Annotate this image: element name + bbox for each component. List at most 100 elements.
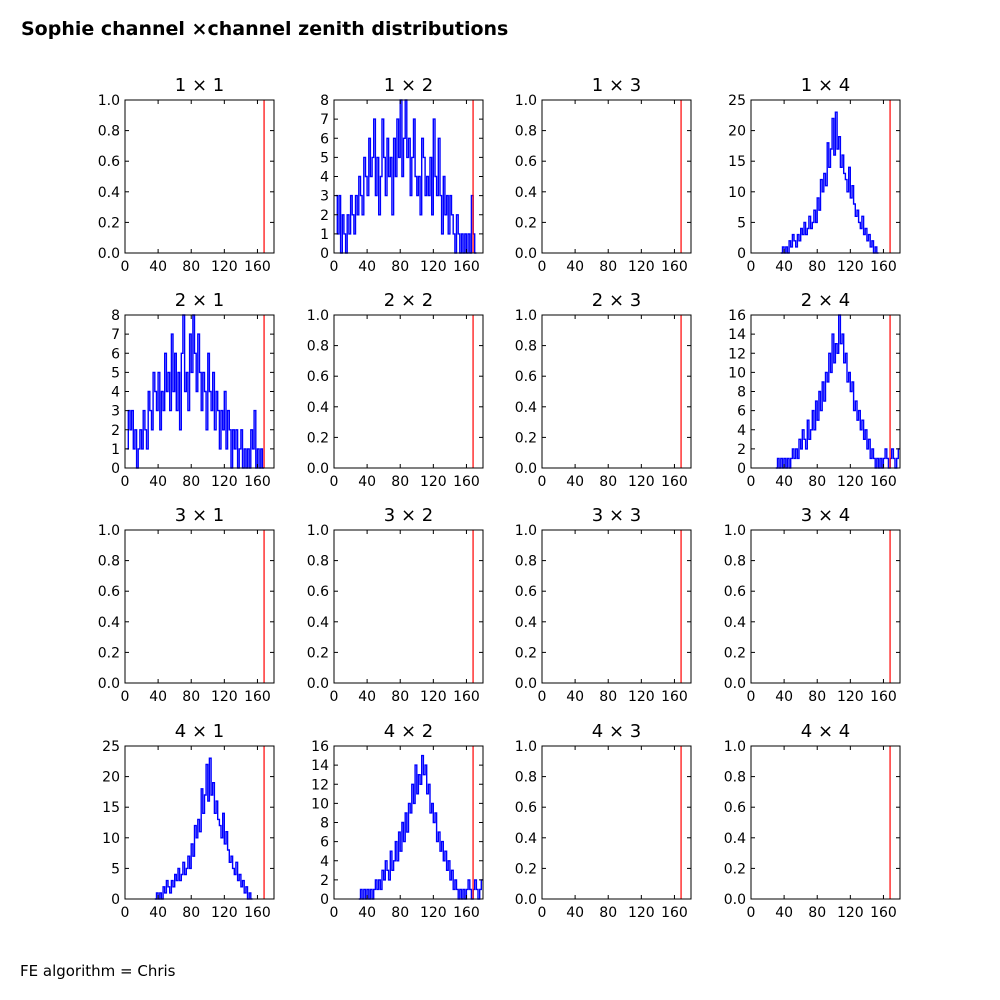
y-tick-label: 3 [320,189,329,205]
x-tick-label: 40 [149,689,167,705]
y-tick-label: 0 [111,461,120,477]
subplot-title: 3 × 2 [384,505,433,526]
subplot-title: 4 × 2 [384,721,433,742]
x-tick-label: 120 [837,259,864,275]
x-tick-label: 0 [121,259,130,275]
axes-frame [333,314,484,469]
subplot-3-2: 3 × 2 0 40 80 120 160 0.0 0.2 0.4 0.6 0.8 1.0 [307,505,484,705]
axes-frame [541,99,692,254]
histogram-series [775,314,900,469]
y-tick-label: 0.2 [515,861,537,877]
y-tick-label: 0.8 [515,554,537,570]
y-tick-label: 2 [320,208,329,224]
x-tick-label: 0 [538,905,547,921]
y-tick-label: 7 [320,112,329,128]
y-tick-label: 8 [111,308,120,324]
y-tick-label: 5 [737,215,746,231]
y-tick-label: 20 [102,770,120,786]
x-tick-label: 40 [149,905,167,921]
subplot-title: 2 × 2 [384,290,433,311]
subplot-title: 3 × 3 [592,505,641,526]
x-tick-label: 80 [391,905,409,921]
y-tick-label: 0.8 [515,339,537,355]
subplot-title: 2 × 1 [175,290,224,311]
x-tick-label: 40 [566,259,584,275]
y-tick-label: 0.4 [98,185,120,201]
y-tick-label: 1 [320,227,329,243]
y-tick-label: 7 [111,327,120,343]
x-tick-label: 40 [358,905,376,921]
y-tick-label: 1.0 [98,523,120,539]
y-tick-label: 14 [728,327,746,343]
y-tick-label: 12 [311,777,329,793]
y-tick-label: 0.6 [724,800,746,816]
y-tick-label: 20 [728,124,746,140]
x-tick-label: 80 [808,905,826,921]
y-tick-label: 2 [737,442,746,458]
axes-frame [124,529,275,684]
x-tick-label: 120 [837,689,864,705]
y-tick-label: 15 [728,154,746,170]
x-tick-label: 80 [391,259,409,275]
x-tick-label: 40 [358,474,376,490]
y-tick-label: 1.0 [515,739,537,755]
y-tick-label: 0.0 [515,892,537,908]
y-tick-label: 8 [320,93,329,109]
algorithm-note: FE algorithm = Chris [20,962,176,980]
axes-frame [750,99,901,254]
y-tick-label: 5 [111,365,120,381]
x-tick-label: 120 [420,474,447,490]
x-tick-label: 120 [420,259,447,275]
y-tick-label: 6 [320,131,329,147]
y-tick-label: 0.0 [307,461,329,477]
y-tick-label: 6 [737,404,746,420]
y-tick-label: 1.0 [724,523,746,539]
subplot-3-1: 3 × 1 0 40 80 120 160 0.0 0.2 0.4 0.6 0.8 1.0 [98,505,275,705]
y-tick-label: 0.4 [515,185,537,201]
y-tick-label: 0.6 [724,584,746,600]
subplot-title: 3 × 4 [801,505,850,526]
x-tick-label: 80 [808,259,826,275]
y-tick-label: 0.0 [515,676,537,692]
x-tick-label: 120 [420,905,447,921]
x-tick-label: 160 [870,905,897,921]
x-tick-label: 0 [330,474,339,490]
y-tick-label: 0.4 [515,400,537,416]
x-tick-label: 160 [453,689,480,705]
y-tick-label: 0.4 [724,615,746,631]
subplot-4-3: 4 × 3 0 40 80 120 160 0.0 0.2 0.4 0.6 0.8 1.0 [515,721,692,921]
y-tick-label: 0.2 [515,215,537,231]
y-tick-label: 0.8 [307,554,329,570]
x-tick-label: 0 [330,259,339,275]
subplot-title: 4 × 1 [175,721,224,742]
x-tick-label: 160 [244,689,271,705]
y-tick-label: 0.8 [724,770,746,786]
x-tick-label: 0 [330,905,339,921]
x-tick-label: 120 [628,474,655,490]
x-tick-label: 80 [599,905,617,921]
y-tick-label: 0.6 [515,800,537,816]
y-tick-label: 10 [728,185,746,201]
x-tick-label: 0 [747,689,756,705]
axes-frame [750,745,901,900]
subplot-title: 3 × 1 [175,505,224,526]
x-tick-label: 160 [244,474,271,490]
y-tick-label: 0.6 [98,584,120,600]
y-tick-label: 0.8 [307,339,329,355]
subplot-2-3: 2 × 3 0 40 80 120 160 0.0 0.2 0.4 0.6 0.8 1.0 [515,290,692,490]
x-tick-label: 40 [775,689,793,705]
x-tick-label: 160 [453,259,480,275]
figure-title: Sophie channel ×channel zenith distribut… [21,18,509,40]
y-tick-label: 0 [737,461,746,477]
y-tick-label: 1.0 [307,308,329,324]
x-tick-label: 80 [182,474,200,490]
x-tick-label: 120 [211,259,238,275]
x-tick-label: 0 [538,689,547,705]
x-tick-label: 80 [182,259,200,275]
y-tick-label: 0.2 [307,430,329,446]
x-tick-label: 160 [661,905,688,921]
x-tick-label: 160 [870,474,897,490]
x-tick-label: 0 [747,474,756,490]
subplot-title: 1 × 3 [592,75,641,96]
